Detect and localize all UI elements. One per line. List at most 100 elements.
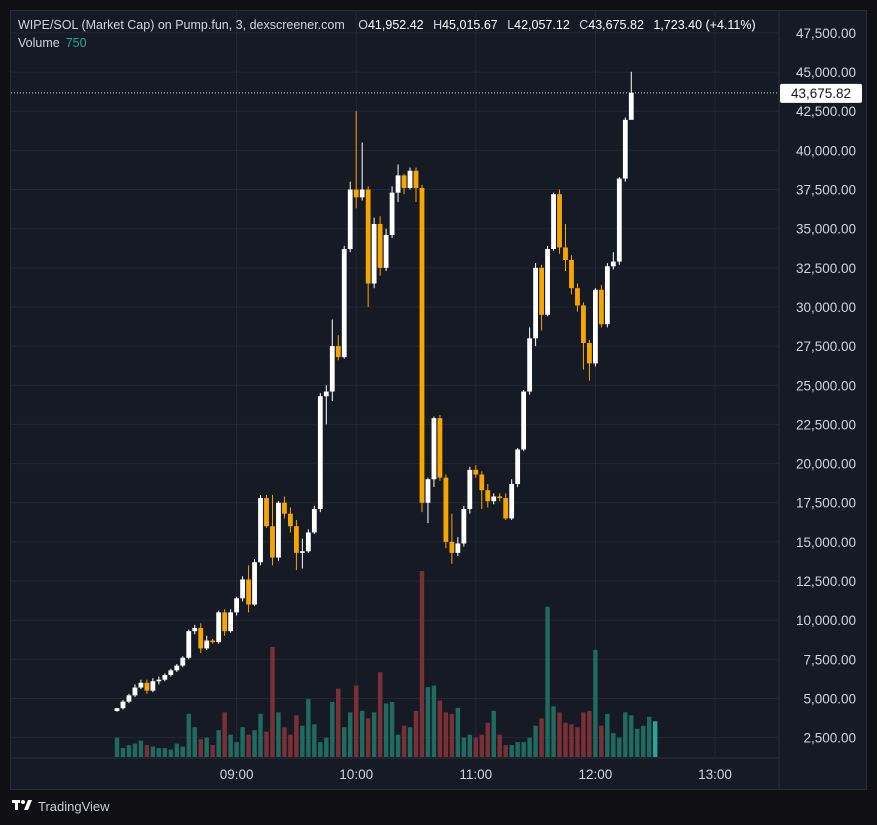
volume-bar <box>120 748 126 757</box>
volume-bar <box>533 725 538 757</box>
y-tick-label: 40,000.00 <box>796 143 856 158</box>
candle-body <box>204 640 210 649</box>
candle-body <box>359 189 365 198</box>
candle <box>485 483 491 508</box>
candle <box>347 181 353 253</box>
candle-body <box>581 305 586 343</box>
candle <box>198 623 204 654</box>
volume-bar <box>509 745 514 757</box>
candle-body <box>305 532 311 552</box>
volume-bar <box>300 725 305 757</box>
volume-bar <box>413 710 419 757</box>
candle-body <box>294 526 299 553</box>
candle-body <box>610 261 616 267</box>
volume-bar <box>551 706 556 757</box>
volume-label: Volume <box>18 36 60 50</box>
candle-body <box>467 469 473 509</box>
candle-body <box>234 598 239 613</box>
x-tick-label: 10:00 <box>339 767 373 782</box>
y-tick-label: 22,500.00 <box>796 417 856 432</box>
volume-bar <box>575 727 580 757</box>
y-tick-label: 7,500.00 <box>803 652 856 667</box>
candle-body <box>443 477 449 542</box>
volume-bar <box>521 742 526 757</box>
volume-bar <box>593 649 598 757</box>
candle <box>431 416 437 488</box>
candle <box>341 245 347 359</box>
volume-bar <box>312 724 317 757</box>
volume-value: 750 <box>65 36 87 50</box>
candle-body <box>216 612 222 643</box>
candle <box>401 173 407 195</box>
y-tick-label: 47,500.00 <box>796 26 856 41</box>
candle-body <box>120 701 126 709</box>
close-value: 43,675.82 <box>588 18 644 32</box>
candle <box>395 164 401 203</box>
candle <box>437 415 443 481</box>
volume-bar <box>252 730 257 757</box>
candle-body <box>569 260 574 289</box>
volume-bar <box>581 712 586 757</box>
candle-body <box>329 346 335 392</box>
volume-bar <box>515 742 520 757</box>
candle-body <box>557 194 562 248</box>
y-tick-label: 10,000.00 <box>796 613 856 628</box>
candle <box>628 71 634 120</box>
candle-body <box>413 170 419 188</box>
candle <box>353 111 359 209</box>
candle <box>234 596 239 616</box>
volume-bar <box>180 746 185 757</box>
volume-bar <box>234 742 239 757</box>
volume-bar <box>114 737 120 757</box>
volume-bar <box>569 724 574 757</box>
volume-bar <box>635 728 640 757</box>
candle-body <box>240 579 245 599</box>
candle-body <box>587 343 592 364</box>
candle-body <box>365 189 371 284</box>
open-label: O <box>358 18 368 32</box>
last-price-label: 43,675.82 <box>791 86 851 101</box>
candle-body <box>593 289 598 364</box>
candle <box>563 223 568 271</box>
volume-bar <box>294 715 299 757</box>
candle <box>204 635 210 650</box>
candle-body <box>539 267 544 315</box>
volume-bar <box>162 748 168 757</box>
change-value: 1,723.40 (+4.11%) <box>653 18 756 32</box>
volume-bar <box>132 743 138 757</box>
candle-body <box>401 175 407 188</box>
volume-bar <box>258 713 263 757</box>
candle <box>425 477 431 524</box>
candle-body <box>622 119 628 179</box>
y-tick-label: 45,000.00 <box>796 65 856 80</box>
candle <box>533 263 538 347</box>
candle-body <box>288 513 293 527</box>
y-tick-label: 12,500.00 <box>796 574 856 589</box>
volume-layer <box>114 571 658 757</box>
candle <box>258 494 263 566</box>
candle-body <box>491 496 497 502</box>
candle-body <box>449 541 455 553</box>
volume-bar <box>539 718 544 757</box>
candle <box>305 529 311 553</box>
volume-bar <box>473 737 478 757</box>
volume-bar <box>605 713 610 757</box>
candle-body <box>258 498 263 563</box>
tradingview-attribution[interactable]: TradingView <box>12 799 110 814</box>
volume-bar <box>156 748 162 757</box>
x-tick-label: 09:00 <box>220 767 254 782</box>
volume-bar <box>371 712 377 757</box>
candle <box>162 673 168 682</box>
candle <box>443 474 449 549</box>
candle-body <box>598 289 604 325</box>
candle <box>132 684 138 697</box>
candle-body <box>503 498 509 519</box>
high-label: H <box>433 18 443 32</box>
candle <box>317 393 323 513</box>
chart-frame[interactable] <box>10 10 867 790</box>
volume-bar <box>647 716 652 757</box>
volume-bar <box>240 727 245 757</box>
y-tick-label: 20,000.00 <box>796 457 856 472</box>
volume-bar <box>431 685 437 757</box>
